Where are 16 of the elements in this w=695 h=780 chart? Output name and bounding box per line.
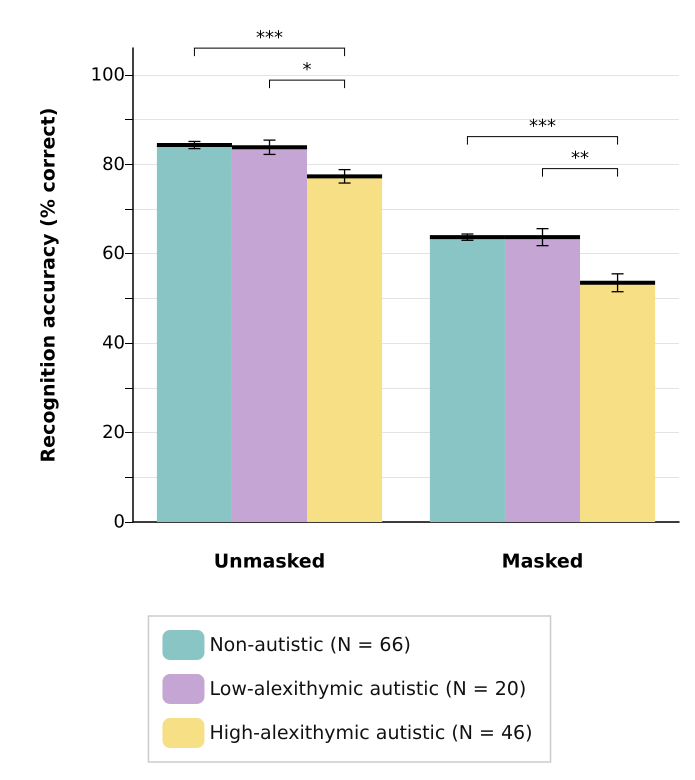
y-tick-label: 80 — [102, 154, 125, 175]
x-tick-label: Unmasked — [214, 550, 326, 572]
annotation: * — [302, 60, 312, 81]
y-axis-title: Recognition accuracy (% correct) — [38, 108, 60, 462]
y-tick-label: 0 — [114, 512, 125, 532]
y-tick-label: 40 — [102, 332, 125, 354]
legend-label: High-alexithymic autistic (N = 46) — [209, 722, 533, 744]
y-tick-label: 60 — [102, 243, 125, 264]
legend-label: Non-autistic (N = 66) — [209, 634, 411, 656]
y-tick-label: 20 — [102, 422, 125, 444]
annotation: *** — [529, 116, 556, 138]
annotation: ** — [571, 148, 590, 170]
annotation: *** — [256, 28, 283, 49]
legend-label: Low-alexithymic autistic (N = 20) — [209, 678, 526, 700]
y-tick-label: 100 — [90, 64, 125, 86]
x-tick-label: Masked — [502, 550, 584, 572]
